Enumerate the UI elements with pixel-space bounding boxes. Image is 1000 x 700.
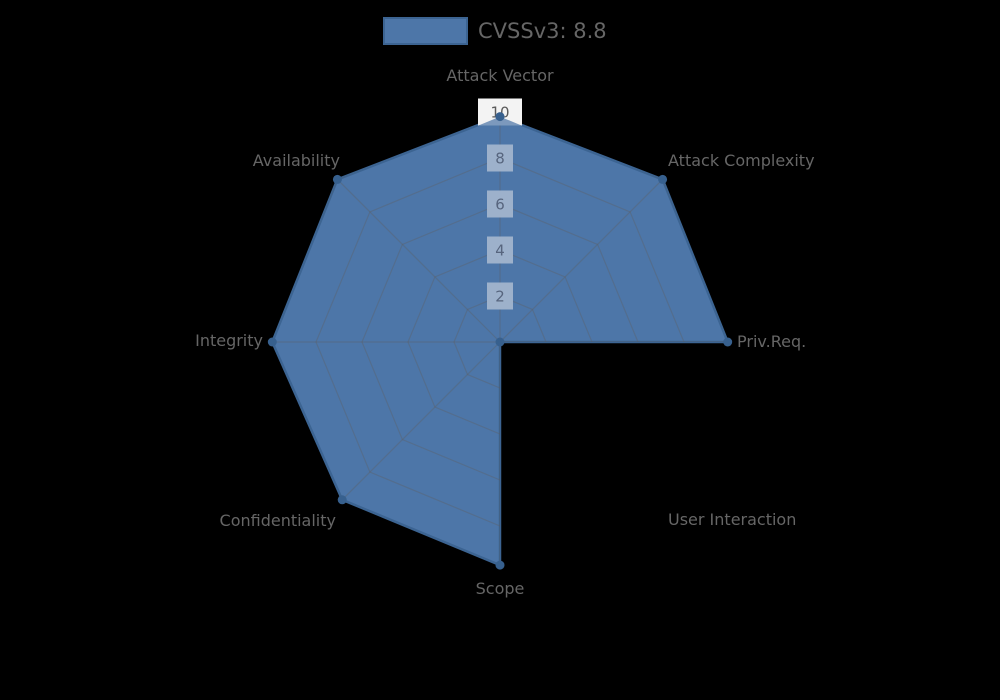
radar-point — [495, 560, 505, 570]
legend-label: CVSSv3: 8.8 — [478, 19, 607, 43]
radar-point — [332, 174, 342, 184]
radial-tick-label: 4 — [495, 242, 505, 260]
radial-tick-backdrop — [487, 282, 513, 310]
radial-tick-label: 6 — [495, 196, 505, 214]
axis-label-user-interaction: User Interaction — [668, 510, 796, 529]
axis-label-priv-req: Priv.Req. — [737, 332, 806, 351]
axis-label-integrity: Integrity — [195, 331, 263, 350]
radar-point — [723, 337, 733, 347]
grid-ring — [361, 203, 639, 481]
radial-tick-label: 2 — [495, 288, 505, 306]
radar-point — [658, 174, 668, 184]
radial-tick-backdrop — [487, 144, 513, 172]
radar-point — [495, 112, 505, 122]
radial-tick-label: 8 — [495, 150, 505, 168]
grid-spoke — [336, 178, 501, 343]
axis-label-availability: Availability — [253, 151, 340, 170]
legend-swatch — [383, 17, 468, 45]
grid-spoke — [499, 178, 664, 343]
radial-tick-backdrop — [487, 236, 513, 264]
axis-label-attack-vector: Attack Vector — [446, 66, 554, 85]
grid-ring — [453, 295, 547, 389]
radar-point — [337, 495, 347, 505]
radial-tick-backdrop — [487, 190, 513, 218]
grid-ring — [315, 157, 685, 527]
grid-ring — [407, 249, 593, 435]
axis-label-attack-complexity: Attack Complexity — [668, 151, 815, 170]
axis-label-scope: Scope — [476, 579, 525, 598]
radar-point — [267, 337, 277, 347]
radar-point — [495, 337, 505, 347]
legend-item[interactable]: CVSSv3: 8.8 — [383, 17, 607, 45]
axis-label-confidentiality: Confidentiality — [220, 511, 336, 530]
grid-spoke — [336, 341, 501, 506]
grid-spoke — [499, 341, 664, 506]
